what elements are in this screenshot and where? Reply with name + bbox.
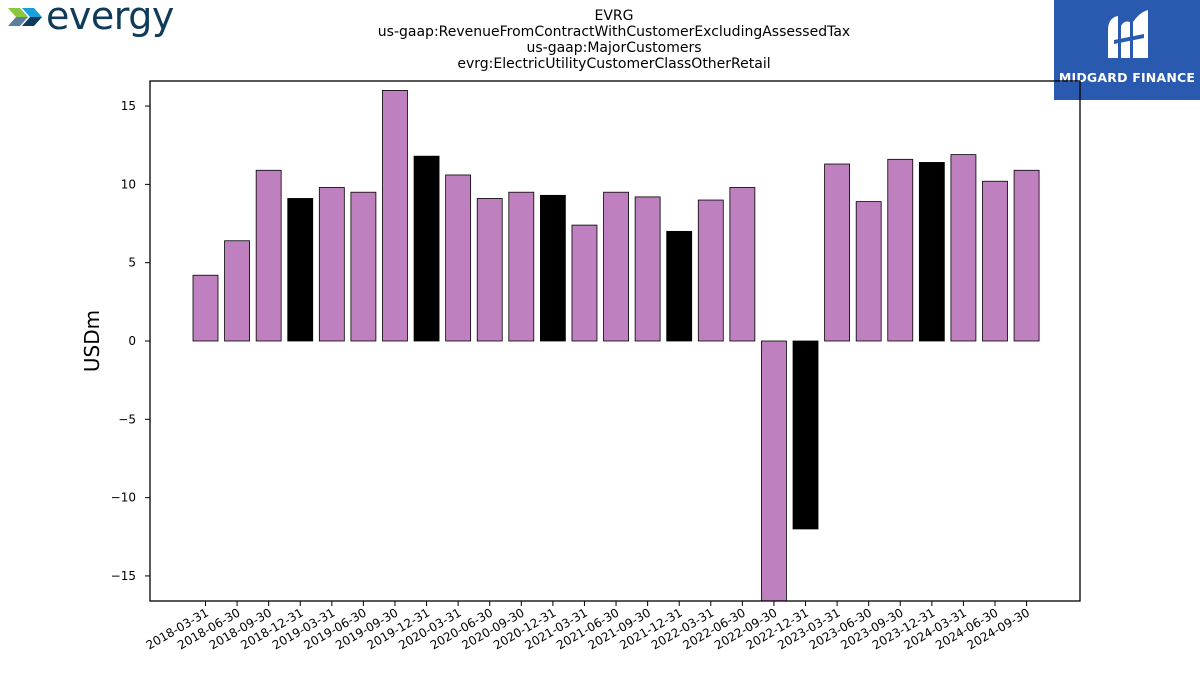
y-tick-label: −10: [111, 491, 136, 505]
bar-2019-06-30: [350, 191, 377, 342]
bar-2020-09-30: [508, 191, 535, 342]
bar-2019-03-31: [318, 187, 345, 342]
bar-2018-09-30: [255, 169, 282, 342]
bar-2021-09-30: [634, 196, 661, 342]
bar-2024-09-30: [1013, 169, 1040, 342]
bar-2018-06-30: [224, 240, 250, 342]
y-axis: −15 −10 −5 0 5 10 15: [111, 99, 150, 583]
y-tick-label: 15: [121, 99, 136, 113]
bar-2019-12-31: [413, 155, 440, 342]
evergy-logo: evergy: [6, 0, 174, 38]
chart-title-line-4: evrg:ElectricUtilityCustomerClassOtherRe…: [457, 56, 771, 72]
y-axis-label: USDm: [80, 310, 104, 372]
x-axis: 2018-03-312018-06-302018-09-302018-12-31…: [144, 601, 1032, 652]
bar-2024-06-30: [982, 180, 1008, 342]
bar-2021-06-30: [603, 191, 629, 342]
bar-2021-12-31: [666, 230, 693, 342]
y-tick-label: 0: [128, 334, 136, 348]
y-tick-label: 5: [128, 256, 136, 270]
chart-title-line-2: us-gaap:RevenueFromContractWithCustomerE…: [377, 24, 851, 40]
y-tick-label: −5: [118, 412, 136, 426]
bar-2021-03-31: [571, 224, 598, 342]
chart-title-line-1: EVRG: [594, 8, 634, 24]
bar-2022-09-30: [761, 340, 787, 602]
bar-2018-03-31: [192, 274, 219, 342]
bar-2023-03-31: [824, 163, 850, 342]
evergy-chevron-icon: [8, 8, 42, 26]
bar-2023-12-31: [918, 162, 945, 342]
y-tick-label: −15: [111, 569, 136, 583]
midgard-monogram-icon: [1108, 10, 1148, 58]
midgard-logo-text: MIDGARD FINANCE: [1058, 70, 1196, 85]
evergy-logo-text: evergy: [46, 0, 174, 38]
bar-2020-06-30: [476, 198, 503, 342]
bar-2020-12-31: [539, 194, 566, 342]
bar-2023-06-30: [855, 201, 882, 342]
bar-2022-12-31: [792, 340, 819, 530]
bar-2020-03-31: [445, 174, 472, 342]
bar-2022-06-30: [729, 187, 756, 342]
bar-2018-12-31: [287, 198, 314, 342]
bar-2019-09-30: [382, 89, 408, 342]
plot-frame: [149, 80, 1081, 602]
bar-2024-03-31: [950, 154, 977, 342]
chart-title-line-3: us-gaap:MajorCustomers: [526, 40, 702, 56]
bar-2022-03-31: [697, 199, 724, 342]
midgard-finance-logo: MIDGARD FINANCE: [1054, 0, 1200, 100]
y-tick-label: 10: [121, 177, 136, 191]
bars-group: [192, 89, 1040, 602]
bar-2023-09-30: [887, 158, 914, 342]
